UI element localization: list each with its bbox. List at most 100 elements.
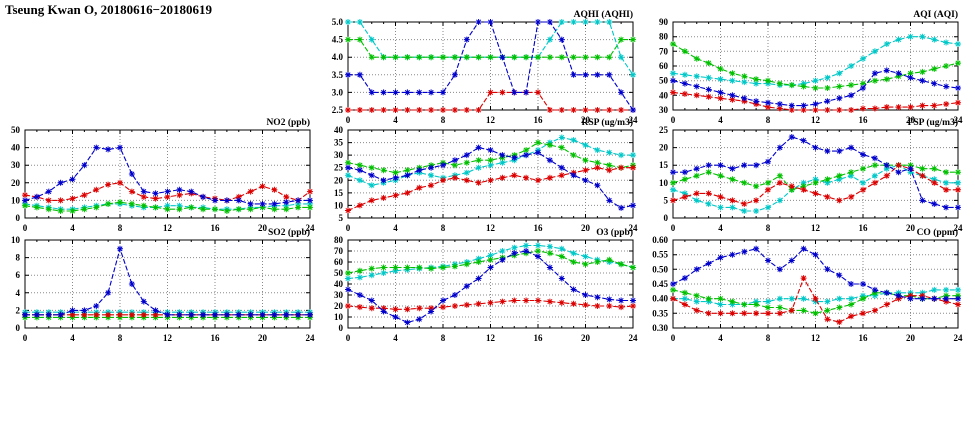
chart-no2: 0 10 20 30 40 50 0 4 8 12 16 20 24 NO2 (ppb) (0, 114, 320, 243)
y-tick-label: 0.30 (652, 323, 668, 333)
x-tick-label: 0 (346, 115, 351, 125)
x-tick-label: 8 (441, 333, 446, 343)
y-tick-label: 20 (334, 301, 344, 311)
x-tick-label: 16 (859, 223, 869, 233)
chart-title: CO (ppm) (917, 227, 958, 238)
chart-title: AQI (AQI) (913, 9, 958, 20)
x-tick-label: 8 (441, 223, 446, 233)
y-tick-label: 30 (659, 105, 669, 115)
series-markers-blue (22, 245, 313, 318)
x-tick-label: 16 (859, 333, 869, 343)
y-tick-label: 70 (334, 246, 344, 256)
x-tick-label: 8 (766, 115, 771, 125)
chart-o3: 0 10 20 30 40 50 60 70 80 0 4 8 12 16 20 24 O3 (ppb) (303, 224, 643, 353)
y-tick-label: 0.40 (652, 294, 668, 304)
series-line-blue (348, 21, 634, 111)
y-tick-label: 0 (16, 213, 21, 223)
chart-title: AQHI (AQHI) (574, 9, 633, 20)
series-markers-cyan (345, 19, 636, 78)
series-markers-red (345, 89, 636, 113)
x-tick-label: 0 (346, 223, 351, 233)
series-markers-blue (670, 67, 961, 109)
x-tick-label: 12 (811, 115, 821, 125)
series-markers-blue (345, 248, 636, 326)
y-tick-label: 30 (334, 150, 344, 160)
y-tick-label: 0.35 (652, 308, 668, 318)
x-tick-label: 24 (954, 333, 964, 343)
chart-title: O3 (ppb) (596, 227, 633, 238)
x-tick-label: 0 (671, 223, 676, 233)
y-tick-label: 10 (334, 200, 344, 210)
x-tick-label: 0 (23, 333, 28, 343)
series-markers-red (345, 297, 636, 313)
x-tick-label: 12 (486, 223, 496, 233)
y-tick-label: 50 (11, 125, 21, 135)
y-tick-label: 35 (334, 138, 344, 148)
x-tick-label: 12 (486, 333, 496, 343)
y-tick-label: 10 (11, 235, 21, 245)
x-tick-label: 16 (534, 223, 544, 233)
chart-title: NO2 (ppb) (266, 117, 310, 128)
y-tick-label: 0.55 (652, 250, 668, 260)
y-tick-label: 4.5 (332, 35, 344, 45)
y-tick-label: 0.60 (652, 235, 668, 245)
y-tick-label: 30 (334, 290, 344, 300)
x-tick-label: 8 (118, 333, 123, 343)
y-tick-label: 90 (659, 17, 669, 27)
chart-title: FSP (ug/m3) (908, 117, 958, 128)
x-tick-label: 12 (811, 223, 821, 233)
x-tick-label: 4 (70, 333, 75, 343)
x-tick-label: 24 (954, 223, 964, 233)
y-tick-label: 3.0 (332, 87, 344, 97)
y-tick-label: 0 (16, 323, 21, 333)
series-markers-red (670, 89, 961, 113)
x-tick-label: 24 (629, 115, 639, 125)
y-tick-label: 0.45 (652, 279, 668, 289)
x-tick-label: 24 (306, 223, 316, 233)
y-tick-label: 15 (334, 188, 344, 198)
x-tick-label: 20 (581, 223, 591, 233)
x-tick-label: 16 (859, 115, 869, 125)
x-tick-label: 4 (393, 115, 398, 125)
series-markers-blue (345, 19, 636, 113)
y-tick-label: 20 (11, 178, 21, 188)
y-tick-label: 5 (664, 195, 669, 205)
y-tick-label: 40 (659, 90, 669, 100)
x-tick-label: 20 (258, 333, 268, 343)
y-tick-label: 10 (659, 178, 669, 188)
y-tick-label: 5.0 (332, 17, 344, 27)
y-tick-label: 25 (659, 125, 669, 135)
x-tick-label: 8 (441, 115, 446, 125)
x-tick-label: 20 (581, 115, 591, 125)
series-markers-blue (670, 134, 961, 211)
y-tick-label: 2.5 (332, 105, 344, 115)
x-tick-label: 0 (671, 333, 676, 343)
x-tick-label: 4 (718, 115, 723, 125)
x-tick-label: 24 (629, 333, 639, 343)
x-tick-label: 16 (211, 333, 221, 343)
x-tick-label: 4 (718, 333, 723, 343)
page-title: Tseung Kwan O, 20180616−20180619 (5, 2, 213, 17)
x-tick-label: 4 (718, 223, 723, 233)
x-tick-label: 20 (258, 223, 268, 233)
y-tick-label: 80 (334, 235, 344, 245)
y-tick-label: 60 (659, 61, 669, 71)
x-tick-label: 4 (393, 223, 398, 233)
chart-title: SO2 (ppb) (268, 227, 310, 238)
x-tick-label: 4 (70, 223, 75, 233)
x-tick-label: 12 (163, 223, 173, 233)
y-tick-label: 20 (659, 143, 669, 153)
x-tick-label: 0 (23, 223, 28, 233)
y-tick-label: 40 (334, 125, 344, 135)
x-tick-label: 8 (766, 223, 771, 233)
x-tick-label: 16 (534, 115, 544, 125)
y-tick-label: 2 (16, 305, 21, 315)
chart-fsp: 0 5 10 15 20 25 0 4 8 12 16 20 24 FSP (ug/m3) (628, 114, 968, 243)
series-markers-blue (670, 245, 961, 302)
series-line-cyan (348, 21, 634, 76)
x-tick-label: 16 (211, 223, 221, 233)
